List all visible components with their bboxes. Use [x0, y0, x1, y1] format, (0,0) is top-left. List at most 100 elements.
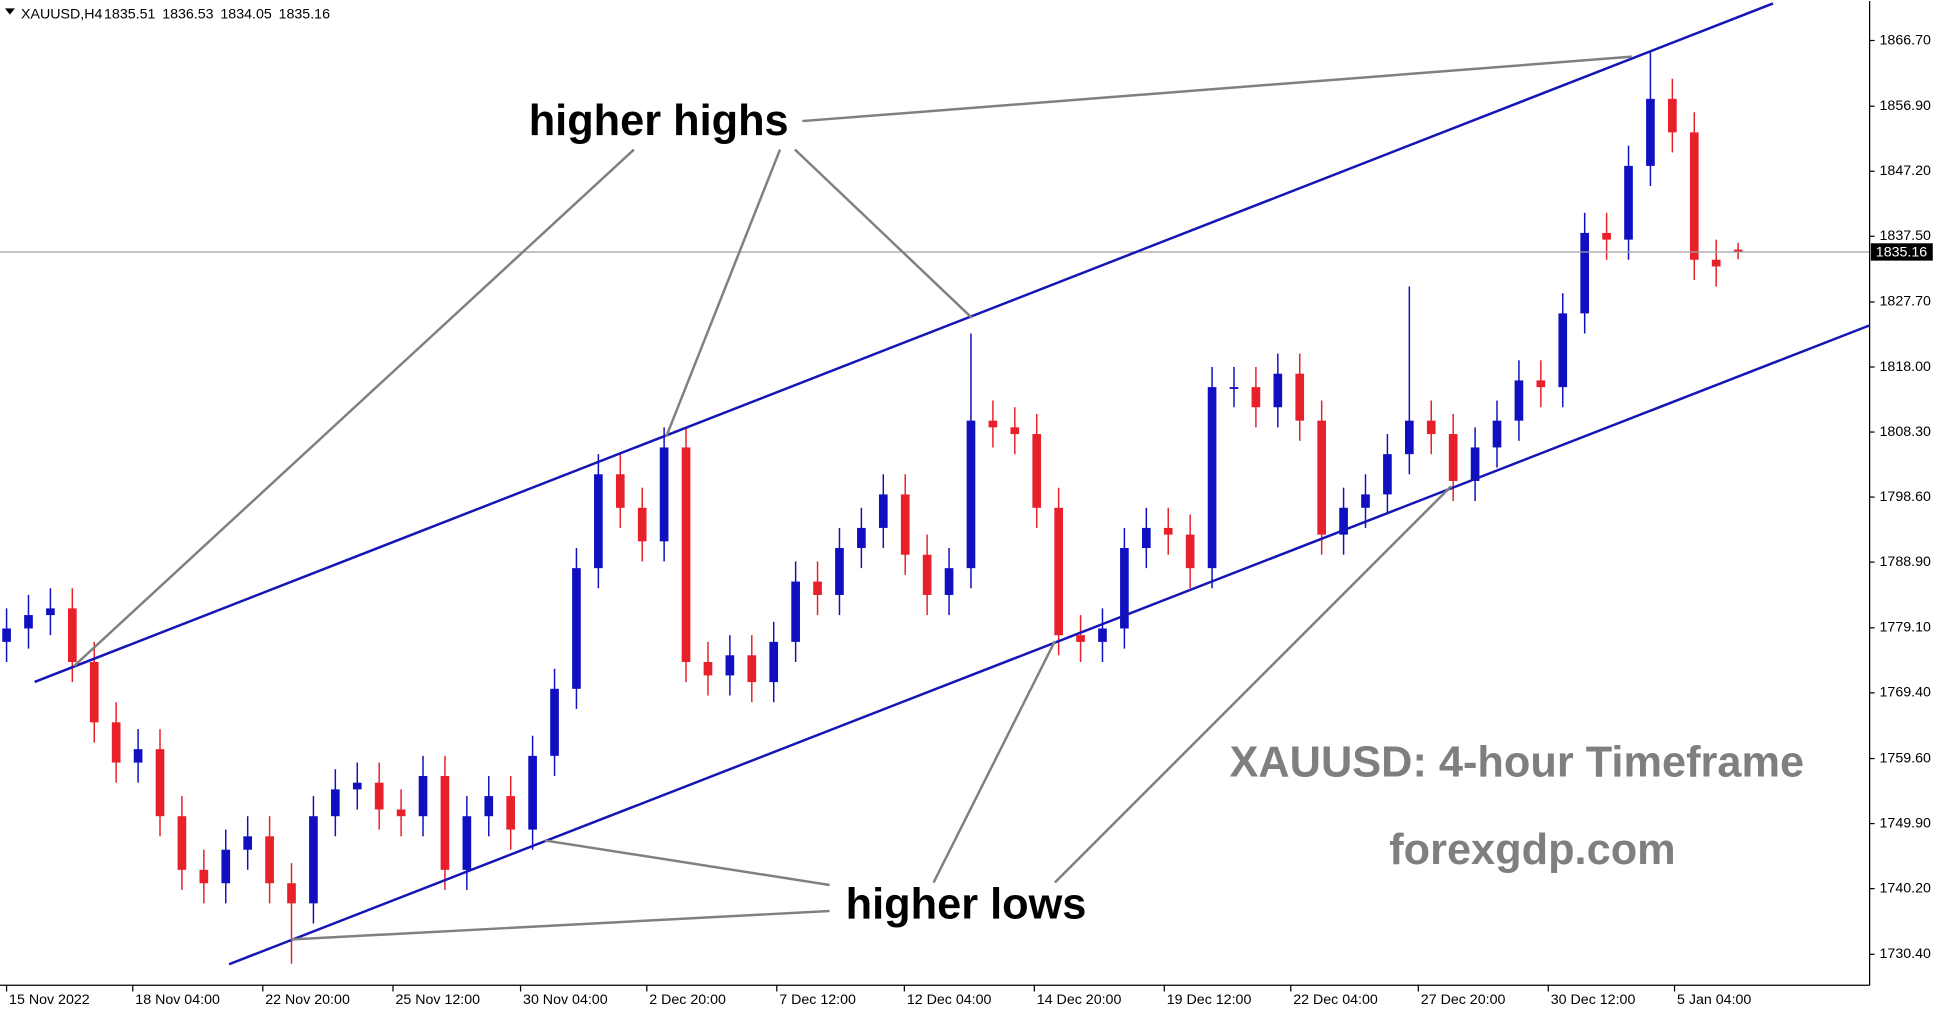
- candle-body: [1383, 454, 1392, 495]
- x-tick-label: 5 Jan 04:00: [1677, 992, 1751, 1008]
- candle-body: [1711, 259, 1721, 267]
- candle-body: [528, 755, 537, 830]
- x-tick-label: 15 Nov 2022: [9, 992, 90, 1008]
- candle-body: [243, 836, 253, 850]
- upper-channel-line: [34, 2, 1774, 684]
- candle-body: [1426, 420, 1436, 435]
- candle-body: [857, 527, 866, 549]
- y-tick-label: 1856.90: [1880, 98, 1931, 114]
- candle-body: [462, 816, 472, 870]
- candle-body: [1361, 494, 1370, 508]
- candle-body: [1602, 232, 1611, 240]
- candle-body: [133, 749, 143, 763]
- y-tick-label: 1847.20: [1880, 163, 1931, 179]
- candle-body: [2, 628, 11, 642]
- candle-body: [572, 568, 581, 689]
- candle-body: [1624, 165, 1633, 240]
- candle-body: [418, 775, 428, 817]
- pointer-line: [73, 148, 635, 667]
- candle-body: [900, 494, 910, 555]
- candle-body: [659, 447, 669, 542]
- symbol-title: XAUUSD,H4: [21, 6, 102, 22]
- candle-body: [988, 420, 998, 428]
- y-tick-label: 1740.20: [1880, 880, 1931, 896]
- candle-body: [440, 775, 450, 870]
- candle-body: [1646, 98, 1655, 166]
- candle-body: [1668, 98, 1677, 133]
- candle-body: [594, 474, 603, 569]
- header-high: 1836.53: [162, 6, 213, 22]
- y-tick-label: 1818.00: [1880, 359, 1931, 375]
- candle-body: [1098, 628, 1107, 642]
- candle-body: [1010, 427, 1020, 435]
- x-tick-label: 25 Nov 12:00: [395, 992, 480, 1008]
- header-open: 1835.51: [104, 6, 155, 22]
- y-tick-label: 1759.60: [1880, 750, 1931, 766]
- candle-body: [1120, 548, 1129, 629]
- y-tick-label: 1730.40: [1880, 946, 1931, 962]
- candle-body: [1273, 373, 1283, 408]
- candle-body: [1536, 380, 1546, 388]
- candle-body: [177, 816, 187, 870]
- x-tick-label: 30 Nov 04:00: [523, 992, 608, 1008]
- candle-body: [550, 688, 559, 756]
- candle-body: [1295, 373, 1305, 421]
- candle-body: [1470, 447, 1480, 481]
- candle-body: [1054, 507, 1063, 636]
- candle-body: [1229, 387, 1239, 389]
- candle-body: [1032, 434, 1042, 508]
- y-tick-label: 1837.50: [1880, 228, 1931, 244]
- candle-body: [352, 782, 362, 790]
- candle-body: [111, 722, 121, 763]
- candle-body: [396, 809, 406, 817]
- watermark: forexgdp.com: [1389, 826, 1675, 874]
- candle-body: [199, 869, 209, 884]
- y-tick-label: 1808.30: [1880, 424, 1931, 440]
- x-tick-label: 14 Dec 20:00: [1037, 992, 1122, 1008]
- y-tick-label: 1779.10: [1880, 620, 1931, 636]
- lower-channel-line: [228, 324, 1871, 966]
- candle-body: [944, 568, 954, 595]
- candle-body: [67, 608, 77, 663]
- x-tick-label: 12 Dec 04:00: [907, 992, 992, 1008]
- x-tick-label: 7 Dec 12:00: [779, 992, 856, 1008]
- candle-body: [155, 749, 165, 817]
- candle-body: [1317, 420, 1326, 535]
- candle-body: [89, 662, 99, 723]
- candle-body: [1733, 249, 1743, 252]
- pointer-line: [290, 909, 830, 941]
- candle-body: [1207, 387, 1217, 569]
- candle-body: [1405, 420, 1414, 455]
- y-tick-label: 1769.40: [1880, 685, 1931, 701]
- candle-body: [1076, 635, 1085, 642]
- pointer-line: [794, 148, 973, 319]
- candle-body: [374, 782, 384, 810]
- x-tick-label: 19 Dec 12:00: [1167, 992, 1252, 1008]
- candle-body: [1514, 380, 1524, 421]
- y-tick-label: 1788.90: [1880, 554, 1931, 570]
- header-low: 1834.05: [220, 6, 271, 22]
- candle-body: [46, 608, 55, 616]
- pointer-line: [932, 640, 1057, 884]
- pointer-line: [664, 149, 782, 438]
- y-tick-label: 1827.70: [1880, 294, 1931, 310]
- candle-body: [1448, 434, 1458, 481]
- y-tick-label: 1749.90: [1880, 815, 1931, 831]
- candle-body: [615, 474, 625, 508]
- candle-body: [1141, 527, 1151, 549]
- pointer-line: [802, 55, 1632, 123]
- x-tick-label: 27 Dec 20:00: [1421, 992, 1506, 1008]
- candle-body: [878, 494, 888, 528]
- x-tick-label: 30 Dec 12:00: [1551, 992, 1636, 1008]
- annotation-layer: higher highs higher lows XAUUSD: 4-hour …: [0, 0, 1871, 986]
- pointer-line: [1054, 485, 1452, 884]
- candle-body: [922, 554, 932, 595]
- candle-body: [703, 662, 713, 676]
- candle-body: [221, 849, 231, 884]
- candle-body: [637, 507, 647, 542]
- menu-arrow: [4, 8, 15, 15]
- annotation: higher highs: [529, 97, 789, 145]
- candle-body: [791, 581, 800, 642]
- x-tick-label: 18 Nov 04:00: [135, 992, 220, 1008]
- current-price-label: 1835.16: [1876, 244, 1927, 260]
